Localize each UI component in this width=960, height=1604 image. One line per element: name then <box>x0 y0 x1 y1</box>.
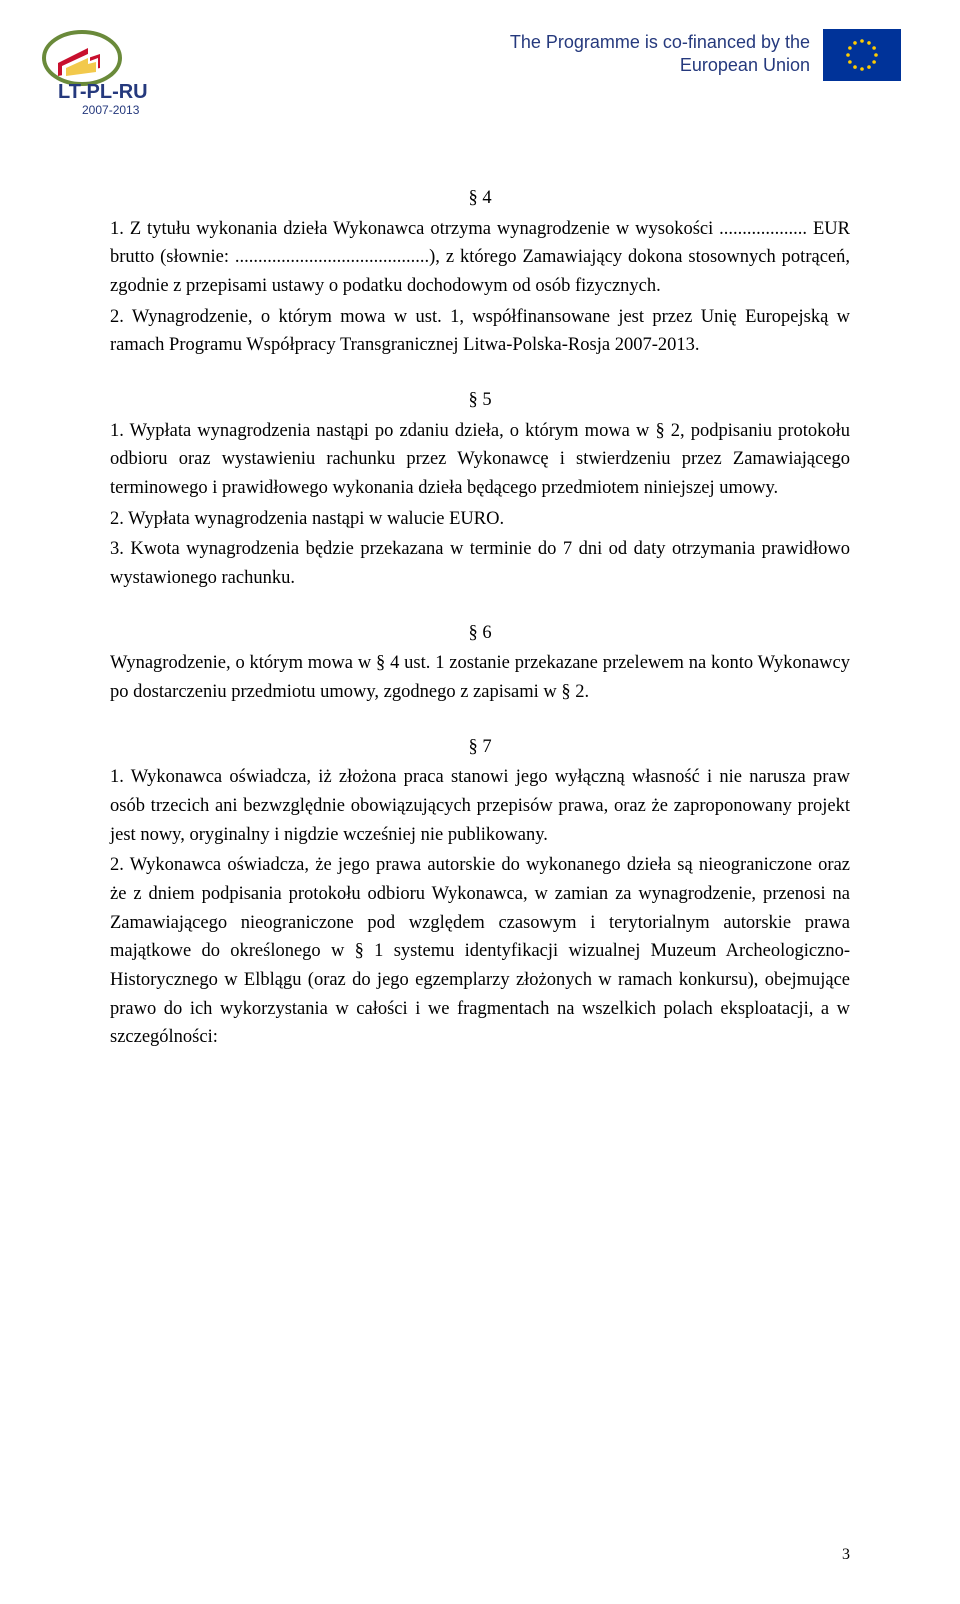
page-number: 3 <box>842 1546 850 1564</box>
cofinance-text: The Programme is co-financed by the Euro… <box>510 31 810 78</box>
section-5-para-2: 2. Wypłata wynagrodzenia nastąpi w waluc… <box>110 505 850 534</box>
section-6-heading: § 6 <box>110 619 850 648</box>
ltplru-logo: LT-PL-RU 2007-2013 <box>40 28 180 118</box>
section-5-para-3: 3. Kwota wynagrodzenia będzie przekazana… <box>110 535 850 592</box>
page-header: LT-PL-RU 2007-2013 The Programme is co-f… <box>0 0 960 128</box>
section-7-para-1: 1. Wykonawca oświadcza, iż złożona praca… <box>110 763 850 849</box>
section-7-heading: § 7 <box>110 733 850 762</box>
cofinance-block: The Programme is co-financed by the Euro… <box>510 28 900 80</box>
section-4-para-2: 2. Wynagrodzenie, o którym mowa w ust. 1… <box>110 303 850 360</box>
document-body: § 4 1. Z tytułu wykonania dzieła Wykonaw… <box>0 128 960 1052</box>
cofinance-line1: The Programme is co-financed by the <box>510 31 810 54</box>
cofinance-line2: European Union <box>510 54 810 77</box>
section-5-heading: § 5 <box>110 386 850 415</box>
section-5-para-1: 1. Wypłata wynagrodzenia nastąpi po zdan… <box>110 417 850 503</box>
section-7-para-2: 2. Wykonawca oświadcza, że jego prawa au… <box>110 851 850 1052</box>
ltplru-logo-svg: LT-PL-RU 2007-2013 <box>40 28 180 118</box>
section-6-para-1: Wynagrodzenie, o którym mowa w § 4 ust. … <box>110 649 850 706</box>
logo-years-text: 2007-2013 <box>82 103 140 117</box>
section-4-para-1: 1. Z tytułu wykonania dzieła Wykonawca o… <box>110 215 850 301</box>
eu-flag-icon <box>822 28 900 80</box>
section-4-heading: § 4 <box>110 184 850 213</box>
logo-ltplru-text: LT-PL-RU <box>58 81 148 103</box>
